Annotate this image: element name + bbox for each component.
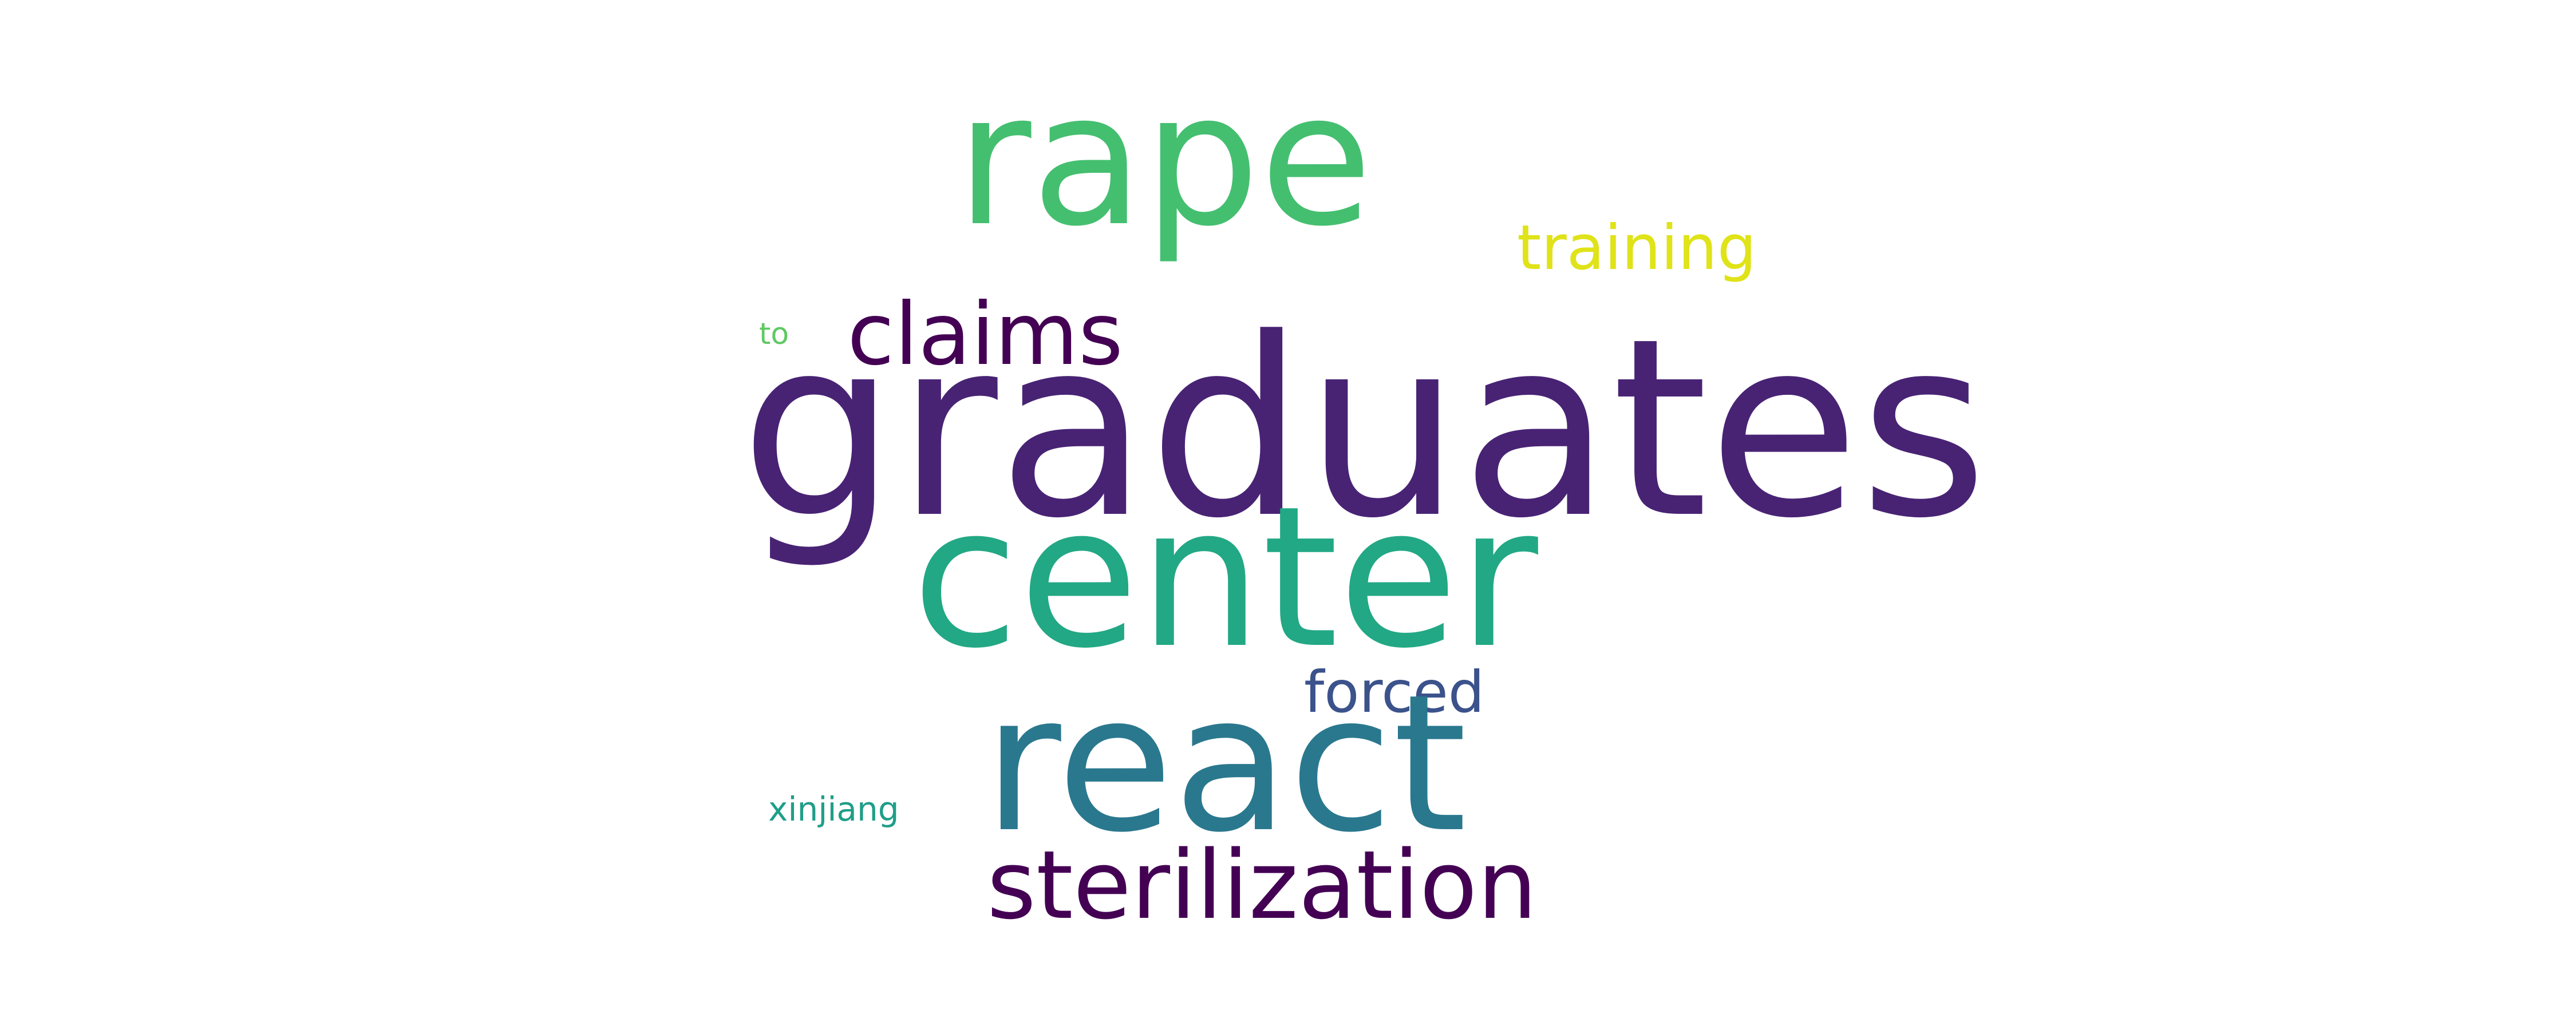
word-sterilization: sterilization: [987, 830, 1538, 940]
word-to: to: [759, 317, 789, 351]
word-react: react: [983, 654, 1467, 874]
word-claims: claims: [847, 285, 1124, 385]
word-training: training: [1517, 212, 1757, 284]
word-center: center: [912, 465, 1538, 691]
word-graduates: graduates: [740, 286, 1988, 572]
word-xinjiang: xinjiang: [768, 790, 899, 829]
word-rape: rape: [956, 54, 1373, 267]
word-forced: forced: [1304, 659, 1485, 726]
